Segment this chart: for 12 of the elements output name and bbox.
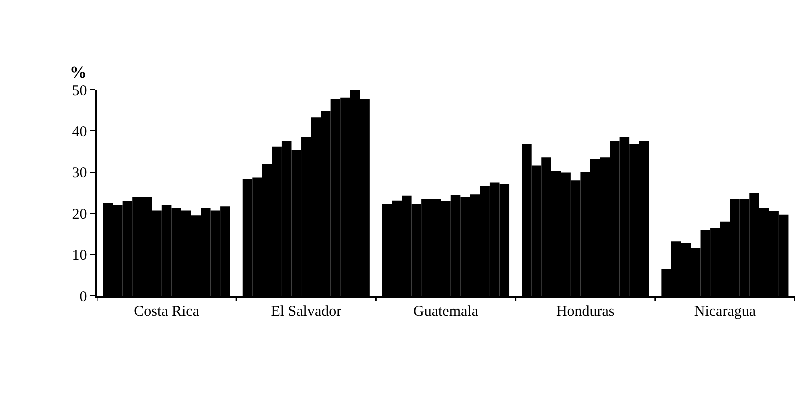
y-tick-label: 10	[72, 248, 88, 264]
y-tick-label: 20	[72, 206, 88, 223]
y-tick-label: 0	[80, 289, 88, 306]
x-tick-label: Honduras	[556, 304, 615, 320]
y-tick-label: 50	[72, 83, 88, 100]
y-tick-label: 40	[72, 124, 88, 140]
y-tick-label: 30	[72, 166, 88, 182]
x-tick-label: Nicaragua	[694, 304, 756, 320]
x-tick-label: Guatemala	[414, 304, 479, 320]
y-axis-title: %	[70, 63, 87, 82]
x-tick-label: El Salvador	[271, 304, 342, 320]
x-tick-label: Costa Rica	[134, 304, 200, 320]
